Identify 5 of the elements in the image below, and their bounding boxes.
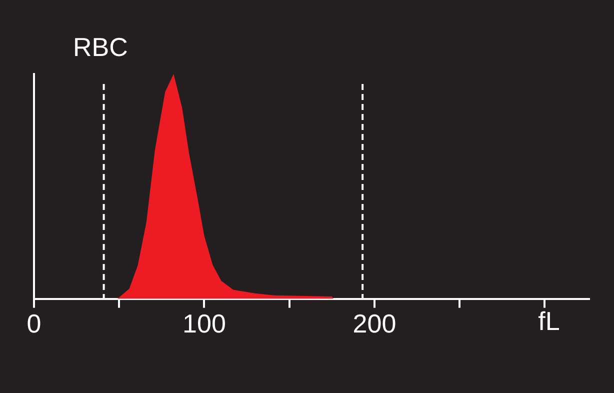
chart-title: RBC [73, 32, 128, 62]
x-tick-label: 100 [182, 308, 226, 339]
x-tick-label: 0 [26, 308, 42, 339]
x-tick-label: 200 [352, 308, 396, 339]
x-axis-title: fL [538, 306, 560, 336]
